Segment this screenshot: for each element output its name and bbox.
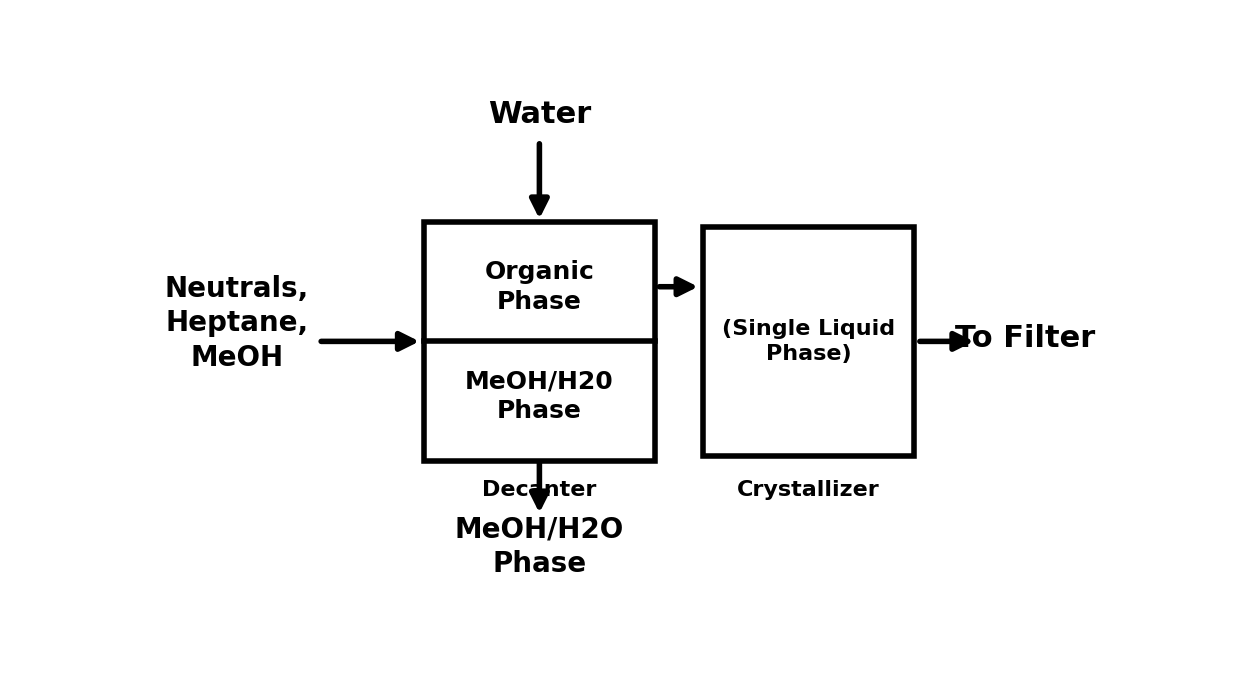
Text: Water: Water bbox=[487, 101, 591, 129]
Bar bbox=[703, 227, 914, 456]
Text: To Filter: To Filter bbox=[955, 324, 1095, 354]
Text: Crystallizer: Crystallizer bbox=[737, 480, 880, 500]
Text: (Single Liquid
Phase): (Single Liquid Phase) bbox=[722, 319, 895, 364]
Bar bbox=[424, 222, 655, 461]
Text: MeOH/H20
Phase: MeOH/H20 Phase bbox=[465, 369, 614, 423]
Text: Neutrals,
Heptane,
MeOH: Neutrals, Heptane, MeOH bbox=[165, 274, 309, 372]
Text: Decanter: Decanter bbox=[482, 480, 596, 500]
Text: MeOH/H2O
Phase: MeOH/H2O Phase bbox=[455, 516, 624, 578]
Text: Organic
Phase: Organic Phase bbox=[485, 260, 594, 314]
